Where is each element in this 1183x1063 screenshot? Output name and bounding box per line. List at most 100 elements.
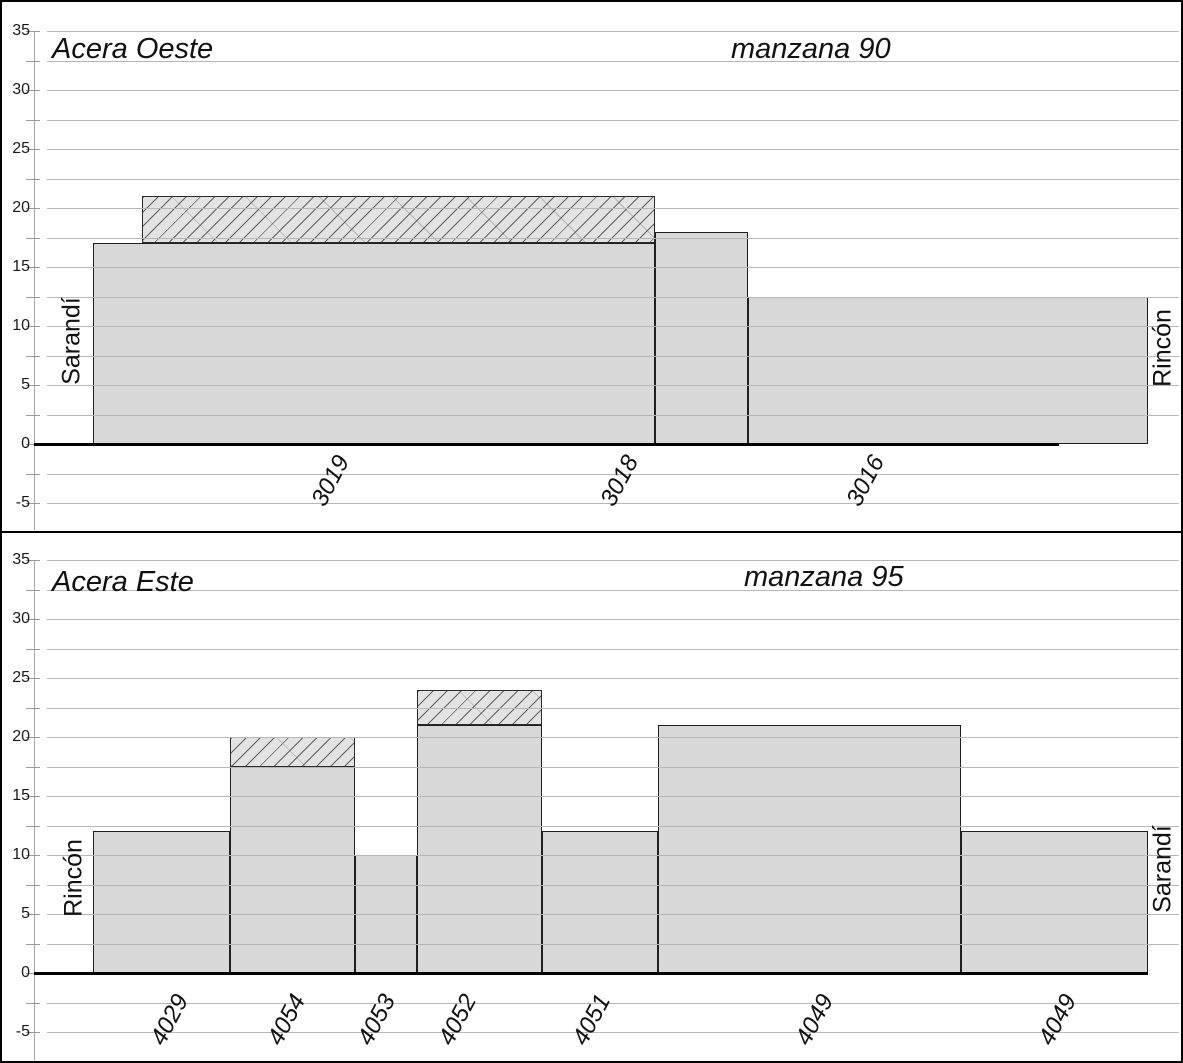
y-axis-tick-label: 25 bbox=[12, 669, 30, 686]
tick-mark bbox=[26, 914, 40, 915]
x-axis-bar-label: 4053 bbox=[352, 989, 402, 1050]
x-axis-bar-label: 4049 bbox=[790, 989, 840, 1050]
gridline bbox=[47, 767, 1179, 768]
gridline bbox=[47, 179, 1179, 180]
y-axis-tick-label: 0 bbox=[21, 435, 30, 452]
y-axis-line bbox=[34, 31, 35, 530]
tick-mark bbox=[26, 267, 40, 268]
y-axis-tick-label: 30 bbox=[12, 81, 30, 98]
gridline bbox=[47, 61, 1179, 62]
x-axis-bar-label: 4054 bbox=[262, 989, 312, 1050]
gridline bbox=[47, 385, 1179, 386]
bar-hatch bbox=[230, 737, 355, 767]
zero-axis-line bbox=[34, 972, 1148, 975]
tick-mark bbox=[26, 61, 40, 62]
bar bbox=[655, 231, 748, 444]
y-axis-tick-label: 10 bbox=[12, 317, 30, 334]
gridline bbox=[47, 885, 1179, 886]
tick-mark bbox=[26, 708, 40, 709]
gridline bbox=[47, 914, 1179, 915]
tick-mark bbox=[26, 826, 40, 827]
tick-mark bbox=[26, 415, 40, 416]
gridline bbox=[47, 208, 1179, 209]
gridline bbox=[47, 90, 1179, 91]
x-axis-bar-label: 4029 bbox=[145, 989, 195, 1050]
gridline bbox=[47, 267, 1179, 268]
x-axis-bar-label: 3018 bbox=[595, 450, 645, 511]
street-label-left: Rincón bbox=[59, 839, 88, 917]
tick-mark bbox=[26, 737, 40, 738]
block-label: manzana 95 bbox=[744, 561, 904, 593]
gridline bbox=[47, 238, 1179, 239]
gridline bbox=[47, 944, 1179, 945]
bar-hatch bbox=[417, 689, 542, 726]
gridline bbox=[47, 149, 1179, 150]
y-axis-tick-label: 5 bbox=[21, 905, 30, 922]
tick-mark bbox=[26, 297, 40, 298]
tick-mark bbox=[26, 678, 40, 679]
x-axis-bar-label: 3019 bbox=[306, 450, 356, 511]
tick-mark bbox=[26, 619, 40, 620]
panel-title: Acera Oeste bbox=[52, 33, 214, 65]
gridline bbox=[47, 297, 1179, 298]
gridline bbox=[47, 678, 1179, 679]
y-axis-tick-label: 30 bbox=[12, 610, 30, 627]
y-axis-tick-label: 15 bbox=[12, 258, 30, 275]
tick-mark bbox=[26, 649, 40, 650]
y-axis-line bbox=[34, 560, 35, 1061]
bar bbox=[417, 725, 542, 973]
bar-hatch bbox=[142, 196, 655, 244]
bar bbox=[748, 296, 1148, 444]
gridline bbox=[47, 31, 1179, 32]
gridline bbox=[47, 1003, 1179, 1004]
zero-axis-line bbox=[34, 443, 1059, 446]
y-axis-tick-label: -5 bbox=[15, 494, 30, 511]
tick-mark bbox=[26, 855, 40, 856]
tick-mark bbox=[26, 474, 40, 475]
y-axis-tick-label: 20 bbox=[12, 728, 30, 745]
y-axis-tick-label: 15 bbox=[12, 787, 30, 804]
gridline bbox=[47, 503, 1179, 504]
y-axis-tick-label: 35 bbox=[12, 22, 30, 39]
tick-mark bbox=[26, 590, 40, 591]
gridline bbox=[47, 826, 1179, 827]
gridline bbox=[47, 737, 1179, 738]
y-axis-tick-label: 35 bbox=[12, 551, 30, 568]
street-label-right: Sarandí bbox=[1148, 825, 1177, 913]
tick-mark bbox=[26, 238, 40, 239]
tick-mark bbox=[26, 1003, 40, 1004]
tick-mark bbox=[26, 973, 40, 974]
x-axis-bar-label: 3016 bbox=[841, 450, 891, 511]
tick-mark bbox=[26, 385, 40, 386]
x-axis-bar-label: 4051 bbox=[567, 989, 617, 1050]
gridline bbox=[47, 855, 1179, 856]
gridline bbox=[47, 356, 1179, 357]
panel-title: Acera Este bbox=[52, 566, 194, 598]
gridline bbox=[47, 326, 1179, 327]
y-axis-tick-label: 20 bbox=[12, 199, 30, 216]
y-axis-tick-label: 5 bbox=[21, 376, 30, 393]
gridline bbox=[47, 708, 1179, 709]
tick-mark bbox=[26, 503, 40, 504]
tick-mark bbox=[26, 120, 40, 121]
tick-mark bbox=[26, 885, 40, 886]
x-axis-bar-label: 4052 bbox=[433, 989, 483, 1050]
bar bbox=[658, 725, 961, 973]
tick-mark bbox=[26, 444, 40, 445]
gridline bbox=[47, 796, 1179, 797]
bar bbox=[93, 831, 230, 973]
tick-mark bbox=[26, 179, 40, 180]
tick-mark bbox=[26, 356, 40, 357]
tick-mark bbox=[26, 326, 40, 327]
gridline bbox=[47, 649, 1179, 650]
street-label-left: Sarandí bbox=[57, 297, 86, 385]
y-axis-tick-label: 10 bbox=[12, 846, 30, 863]
gridline bbox=[47, 1032, 1179, 1033]
tick-mark bbox=[26, 1032, 40, 1033]
bar bbox=[230, 766, 355, 973]
bar bbox=[961, 831, 1148, 973]
tick-mark bbox=[26, 149, 40, 150]
tick-mark bbox=[26, 90, 40, 91]
bar bbox=[542, 831, 658, 973]
block-label: manzana 90 bbox=[731, 33, 891, 65]
